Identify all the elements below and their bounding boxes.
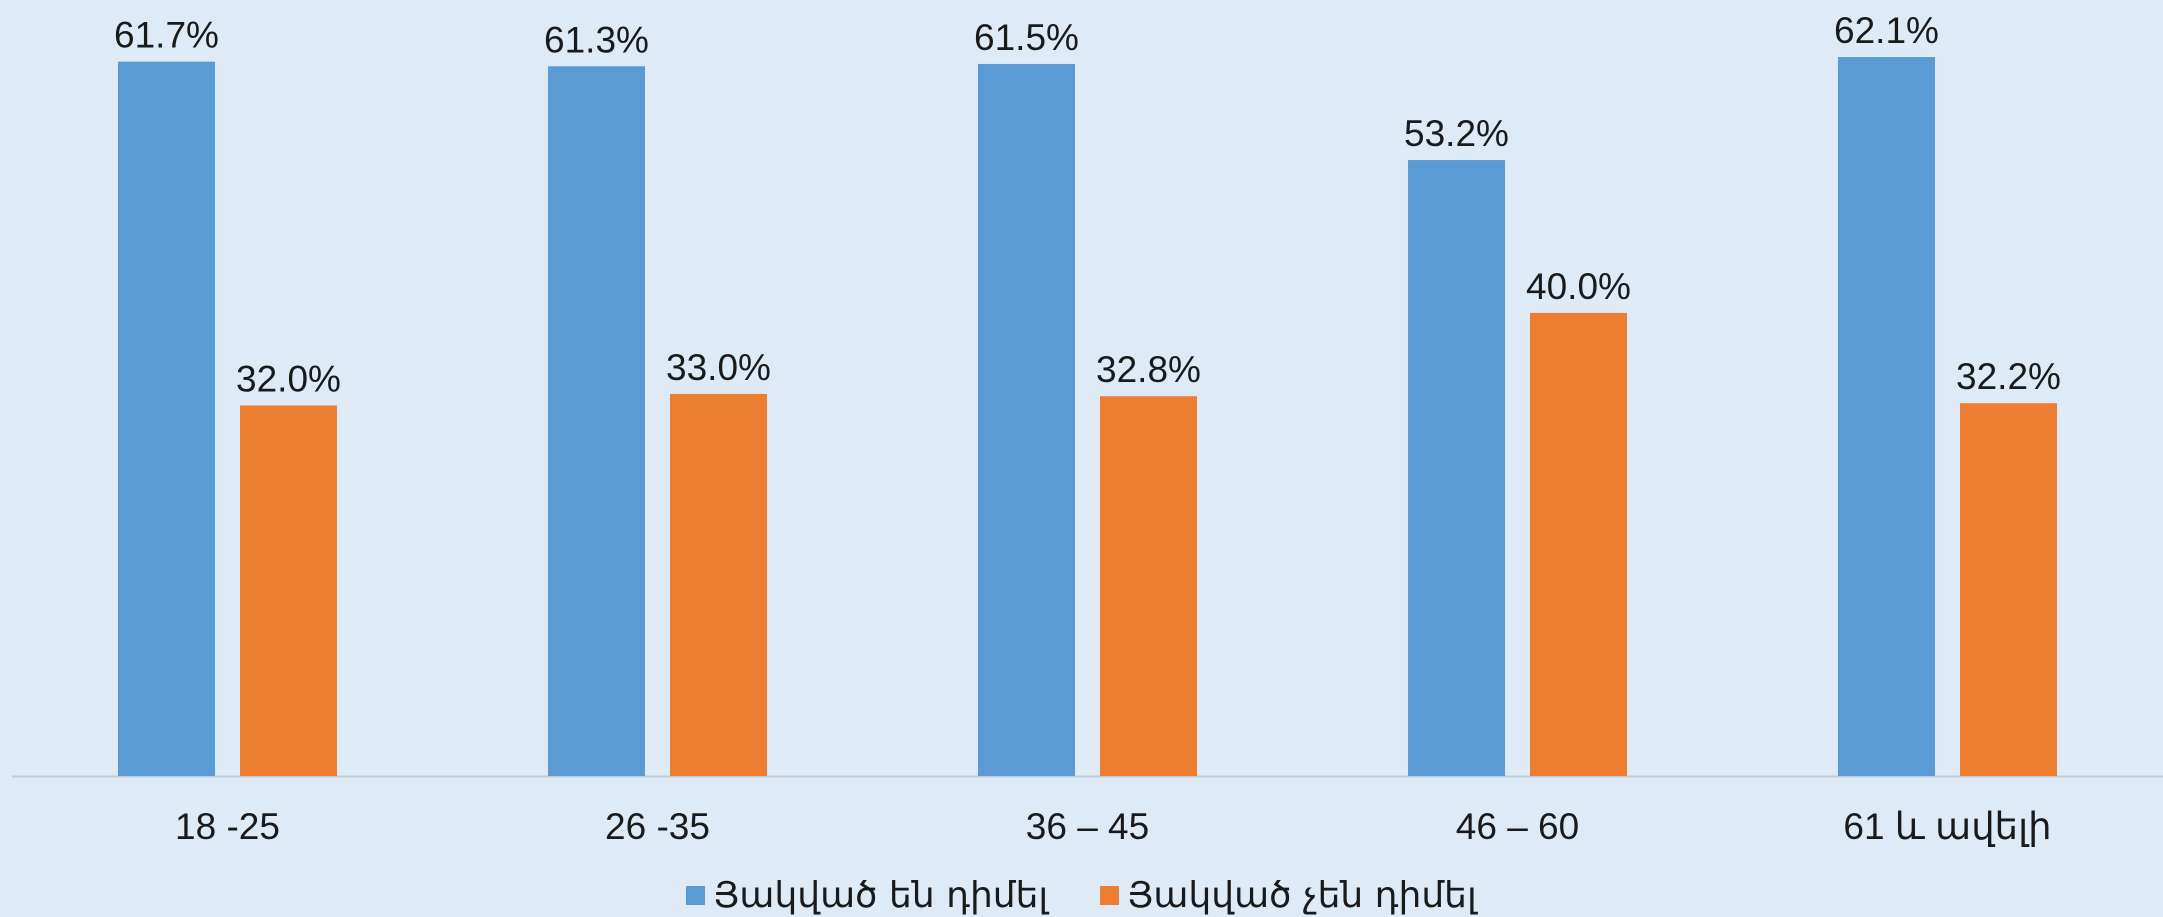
category-label-1: 18 -25 [175, 806, 280, 847]
bar-series1-2 [548, 66, 645, 777]
bar-series2-5 [1960, 403, 2057, 776]
value-label-series2-2: 33.0% [666, 347, 771, 388]
value-label-series2-5: 32.2% [1956, 356, 2061, 397]
legend-label-series2: Յակված չեն դիմել [1127, 874, 1477, 916]
category-label-5: 61 և ավելի [1843, 806, 2051, 847]
value-label-series1-3: 61.5% [974, 17, 1079, 58]
legend-item-series1: Յակված են դիմել [686, 875, 1048, 916]
value-label-series2-1: 32.0% [236, 359, 341, 400]
value-label-series2-3: 32.8% [1096, 349, 1201, 390]
value-label-series2-4: 40.0% [1526, 266, 1631, 307]
category-label-3: 36 – 45 [1026, 806, 1149, 847]
bar-series2-3 [1100, 396, 1197, 776]
bar-series1-3 [978, 63, 1075, 777]
bar-series1-4 [1408, 160, 1505, 776]
bar-series2-2 [670, 393, 767, 776]
value-label-series1-4: 53.2% [1404, 113, 1509, 154]
category-label-2: 26 -35 [605, 806, 710, 847]
category-label-4: 46 – 60 [1456, 806, 1579, 847]
bar-series2-1 [240, 405, 337, 776]
bar-series2-4 [1530, 312, 1627, 776]
legend-item-series2: Յակված չեն դիմել [1100, 875, 1477, 916]
value-label-series1-2: 61.3% [544, 19, 649, 60]
legend: Յակված են դիմել Յակված չեն դիմել [0, 873, 2163, 917]
value-label-series1-5: 62.1% [1834, 10, 1939, 51]
legend-label-series1: Յակված են դիմել [713, 874, 1049, 916]
value-label-series1-1: 61.7% [114, 15, 219, 56]
bar-series1-5 [1838, 57, 1935, 776]
bar-series1-1 [118, 61, 215, 777]
legend-swatch-series1 [686, 885, 706, 905]
legend-swatch-series2 [1100, 885, 1120, 905]
